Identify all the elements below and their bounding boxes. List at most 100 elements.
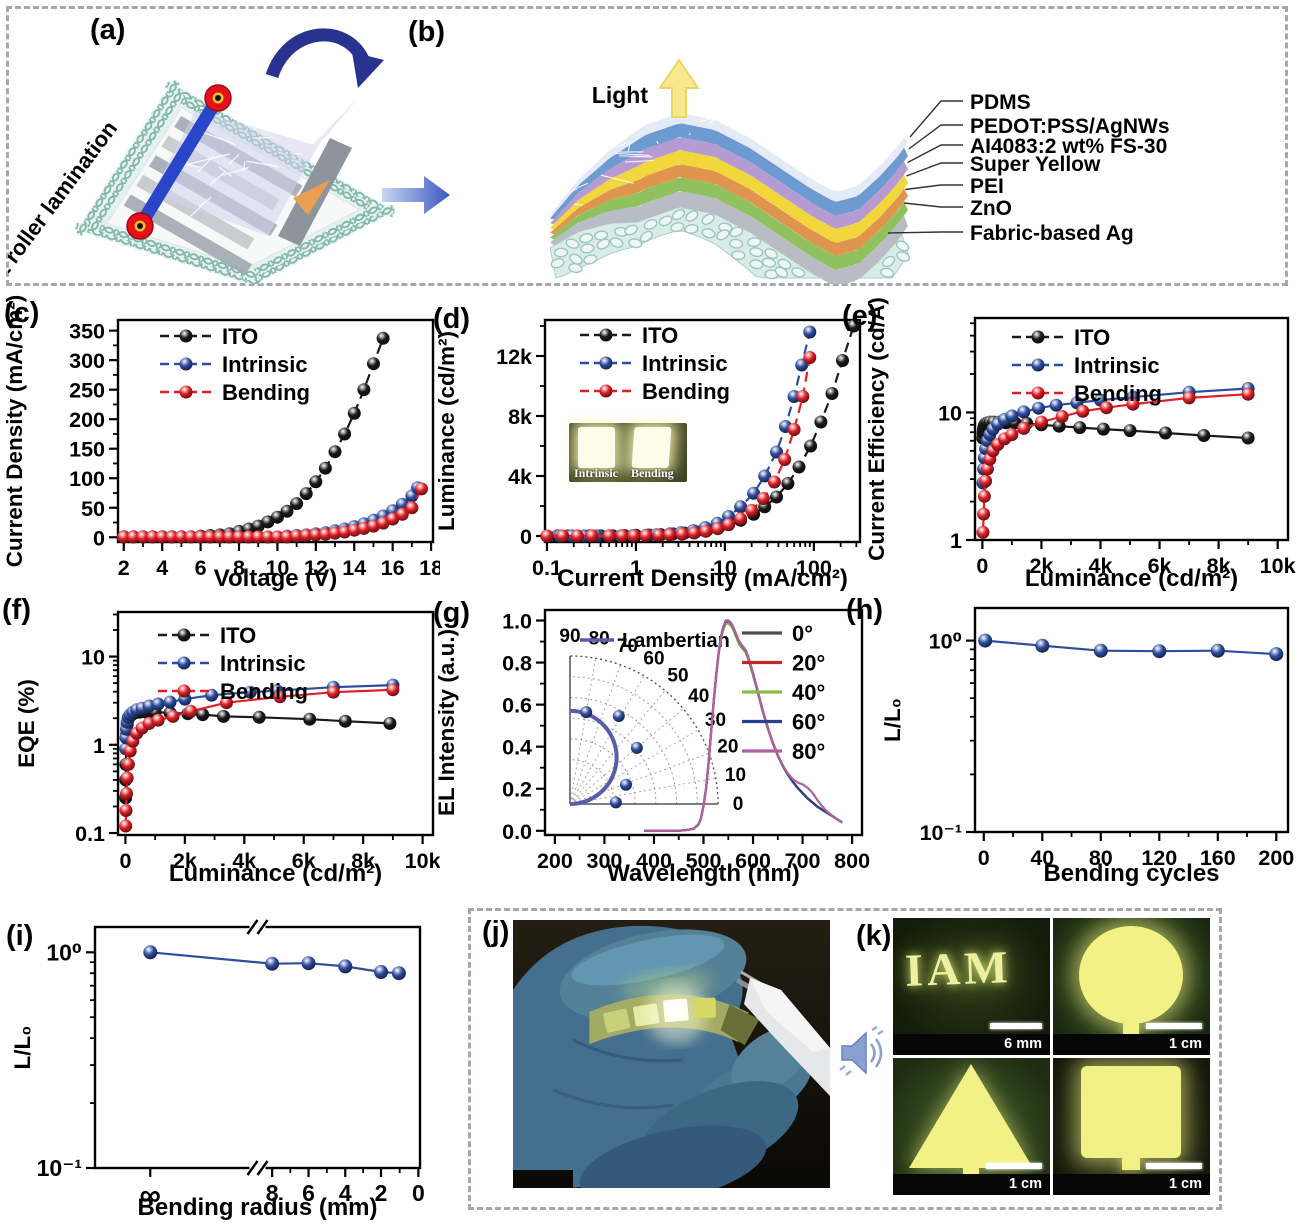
svg-text:Bending: Bending xyxy=(220,679,308,704)
svg-text:6: 6 xyxy=(302,1180,315,1206)
panel-label-a: (a) xyxy=(90,14,126,46)
chart-luminance-ratio-vs-bending-radius: ∞ 8 6 4 2 0 10⁰ 10⁻¹ Bending radius (mm) L/L₀ xyxy=(10,919,425,1221)
svg-text:Wavelength (nm): Wavelength (nm) xyxy=(607,860,799,887)
panel-label-d: (d) xyxy=(433,303,471,335)
svg-text:EL Intensity (a.u.): EL Intensity (a.u.) xyxy=(434,629,459,816)
svg-text:200: 200 xyxy=(1258,846,1294,870)
chart-el-intensity-vs-wavelength: 200 300 400 500 600 700 8000.00.20.40.60.81.0W… xyxy=(434,608,870,887)
svg-text:Intrinsic: Intrinsic xyxy=(642,351,728,376)
axes: 0 2k 4k 6k 8k 10k 1 10 xyxy=(938,322,1296,578)
svg-text:L/L₀: L/L₀ xyxy=(10,1026,35,1070)
svg-text:2k: 2k xyxy=(173,849,197,873)
layer-ZnO xyxy=(550,177,908,270)
scale-bar xyxy=(1146,1023,1202,1029)
scale-caption: 1 cm xyxy=(893,1174,1050,1195)
layer-label: Fabric-based Ag xyxy=(970,222,1134,245)
svg-text:Bending cycles: Bending cycles xyxy=(1043,860,1219,887)
legend: ITO Intrinsic Bending xyxy=(1012,325,1162,406)
svg-text:8: 8 xyxy=(233,556,245,580)
speaker-icon[interactable] xyxy=(834,1024,892,1082)
svg-text:0: 0 xyxy=(412,1180,425,1206)
svg-text:1: 1 xyxy=(630,556,642,580)
layer-PDMS xyxy=(550,113,908,215)
glowing-square xyxy=(1081,1066,1181,1158)
peeled-corner xyxy=(293,180,330,215)
svg-text:0: 0 xyxy=(976,554,988,578)
svg-text:600: 600 xyxy=(735,849,771,873)
axes: 0.1 1 10 100 0 4k 8k 12k xyxy=(496,325,858,580)
panel-label-k: (k) xyxy=(856,920,892,952)
panel-j-photo xyxy=(513,920,830,1188)
svg-text:8: 8 xyxy=(266,1180,279,1206)
svg-text:10: 10 xyxy=(265,556,289,580)
svg-text:80: 80 xyxy=(1089,846,1113,870)
panel-label-f: (f) xyxy=(2,594,31,626)
layer-label: PDMS xyxy=(970,91,1031,114)
svg-text:0: 0 xyxy=(978,846,990,870)
intrinsic-device-photo xyxy=(578,427,615,468)
device-stem xyxy=(1123,1022,1139,1034)
svg-text:100: 100 xyxy=(69,467,105,491)
svg-text:20°: 20° xyxy=(792,651,825,676)
svg-text:ITO: ITO xyxy=(642,323,678,348)
svg-text:350: 350 xyxy=(69,320,105,344)
series-device xyxy=(143,945,406,981)
svg-text:Voltage (V): Voltage (V) xyxy=(214,565,338,592)
scale-bar xyxy=(1146,1163,1202,1169)
svg-text:40: 40 xyxy=(688,686,709,707)
chart-current-efficiency-vs-luminance: 0 2k 4k 6k 8k 10k 1 10 Luminance (cd/m²) Current … xyxy=(864,297,1296,592)
svg-text:Intrinsic: Intrinsic xyxy=(220,651,306,676)
device-stem xyxy=(963,1168,979,1176)
series-Bending xyxy=(119,683,400,833)
legend: 0° 20° 40° 60° 80° xyxy=(742,621,825,764)
svg-text:0: 0 xyxy=(93,526,105,550)
svg-text:4: 4 xyxy=(339,1180,352,1206)
peel-arrow xyxy=(265,28,371,79)
light-arrow xyxy=(658,58,700,118)
svg-text:120: 120 xyxy=(1141,846,1177,870)
svg-text:14: 14 xyxy=(342,556,366,580)
svg-text:16: 16 xyxy=(381,556,405,580)
panel-a-b-illustration: Soft roller laminationPDMSPEDOT:PSS/AgNW… xyxy=(8,28,1170,284)
svg-text:Bending: Bending xyxy=(222,380,310,405)
svg-text:6k: 6k xyxy=(292,849,316,873)
svg-text:Current Density (mA/cm²): Current Density (mA/cm²) xyxy=(2,295,27,567)
panel-label-g: (g) xyxy=(433,597,471,629)
layer-label: AI4083:2 wt% FS-30 xyxy=(970,135,1167,158)
scale-caption: 1 cm xyxy=(1053,1034,1210,1055)
lambertian-curve xyxy=(569,708,619,806)
svg-text:EQE (%): EQE (%) xyxy=(14,679,39,768)
chart-eqe-vs-luminance: 0 2k 4k 6k 8k 10k 0.1 1 10 Luminance (cd/m²) EQE (… xyxy=(14,610,440,887)
svg-text:Current Density (mA/cm²): Current Density (mA/cm²) xyxy=(557,565,848,592)
svg-text:10⁻¹: 10⁻¹ xyxy=(37,1155,82,1181)
layer-label: ZnO xyxy=(970,197,1012,220)
svg-text:6k: 6k xyxy=(1148,554,1172,578)
svg-text:L/L₀: L/L₀ xyxy=(880,698,905,742)
svg-text:300: 300 xyxy=(587,849,623,873)
panel-d-inset-photo: Intrinsic Bending xyxy=(569,423,687,482)
svg-text:4: 4 xyxy=(156,556,168,580)
device-stem xyxy=(1122,1158,1140,1170)
svg-text:Current Efficiency (cd/A): Current Efficiency (cd/A) xyxy=(864,297,889,561)
layer-label: PEDOT:PSS/AgNWs xyxy=(970,115,1170,138)
svg-text:Luminance (cd/m²): Luminance (cd/m²) xyxy=(169,860,382,887)
layer-Super Yellow xyxy=(550,150,908,243)
polar-inset: 9080706050403020100Lambertian xyxy=(559,626,746,815)
svg-text:0.8: 0.8 xyxy=(502,652,532,676)
svg-text:20: 20 xyxy=(717,737,738,758)
panel-label-j: (j) xyxy=(482,916,510,948)
svg-text:0.2: 0.2 xyxy=(502,778,532,802)
inset-label-intrinsic: Intrinsic xyxy=(574,466,619,480)
svg-text:2: 2 xyxy=(118,556,130,580)
light-label: Light xyxy=(592,82,649,108)
scale-caption: 6 mm xyxy=(893,1034,1050,1055)
svg-text:18: 18 xyxy=(419,556,440,580)
svg-text:ITO: ITO xyxy=(222,324,258,349)
svg-text:160: 160 xyxy=(1200,846,1236,870)
layer-label: Super Yellow xyxy=(970,153,1101,176)
svg-text:400: 400 xyxy=(636,849,672,873)
photo-square-device: 1 cm xyxy=(1053,1058,1210,1195)
scale-caption: 1 cm xyxy=(1053,1174,1210,1195)
svg-text:ITO: ITO xyxy=(1074,325,1110,350)
svg-text:2: 2 xyxy=(375,1180,388,1206)
